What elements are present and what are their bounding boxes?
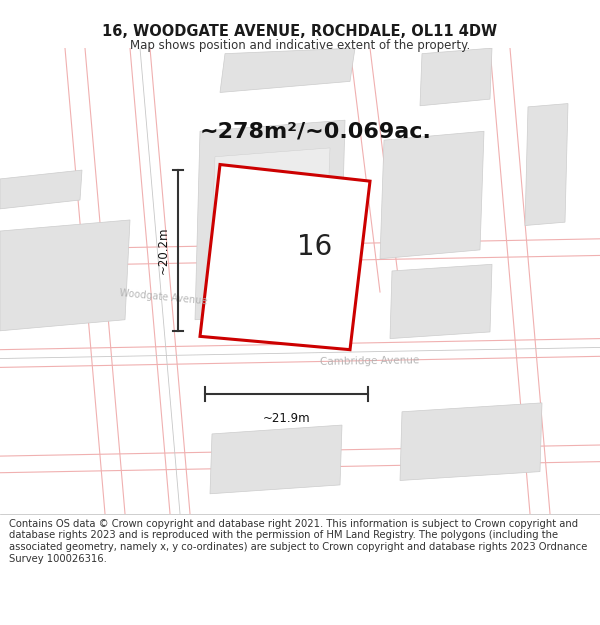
Polygon shape	[200, 164, 370, 349]
Text: Contains OS data © Crown copyright and database right 2021. This information is : Contains OS data © Crown copyright and d…	[9, 519, 587, 564]
Polygon shape	[210, 148, 330, 286]
Text: Cambridge Avenue: Cambridge Avenue	[320, 355, 420, 367]
Text: ~278m²/~0.069ac.: ~278m²/~0.069ac.	[200, 121, 432, 141]
Polygon shape	[525, 104, 568, 226]
Polygon shape	[215, 183, 355, 339]
Polygon shape	[220, 48, 355, 92]
Polygon shape	[0, 170, 82, 209]
Text: Map shows position and indicative extent of the property.: Map shows position and indicative extent…	[130, 39, 470, 52]
Text: 16: 16	[298, 233, 332, 261]
Polygon shape	[210, 425, 342, 494]
Polygon shape	[0, 220, 130, 331]
Text: ~20.2m: ~20.2m	[157, 227, 170, 274]
Polygon shape	[390, 264, 492, 339]
Polygon shape	[400, 403, 542, 481]
Text: ~21.9m: ~21.9m	[263, 412, 310, 425]
Text: Woodgate Avenue: Woodgate Avenue	[119, 288, 208, 307]
Polygon shape	[380, 131, 484, 259]
Polygon shape	[195, 120, 345, 320]
Polygon shape	[420, 48, 492, 106]
Text: 16, WOODGATE AVENUE, ROCHDALE, OL11 4DW: 16, WOODGATE AVENUE, ROCHDALE, OL11 4DW	[103, 24, 497, 39]
